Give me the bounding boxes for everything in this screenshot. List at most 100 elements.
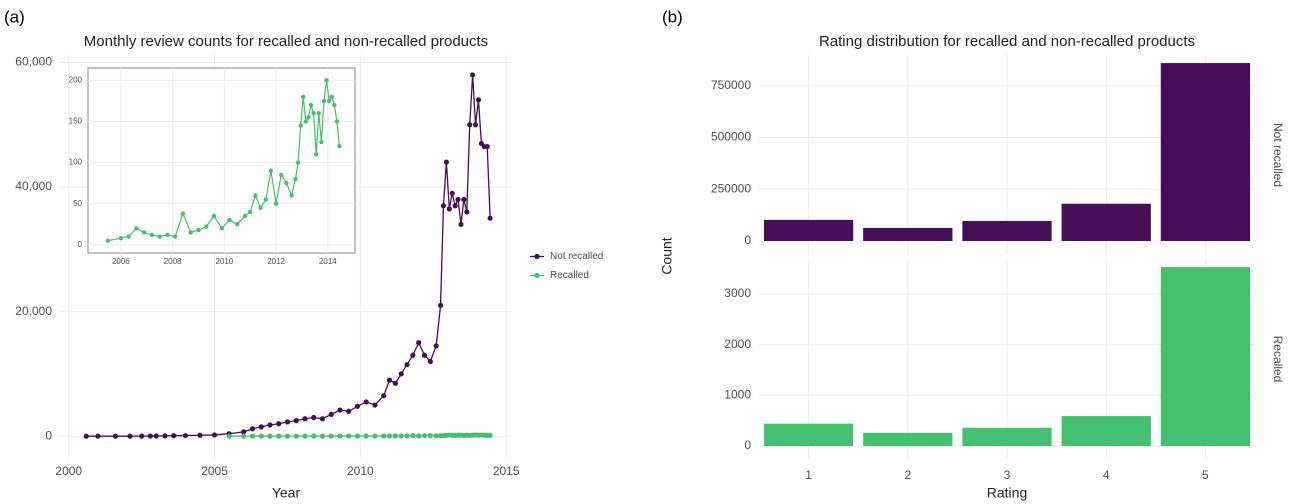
data-point (241, 429, 247, 435)
data-point (284, 433, 291, 439)
x-tick-label: 2015 (493, 464, 520, 478)
y-tick-label: 0 (45, 428, 52, 442)
facet-label: Recalled (1271, 336, 1285, 383)
data-point (273, 201, 279, 206)
data-point (427, 358, 433, 365)
data-point (404, 361, 410, 368)
data-point (127, 433, 133, 439)
y-tick-label: 200 (69, 75, 83, 84)
x-tick-label: 1 (805, 468, 812, 482)
x-tick-label: 2014 (319, 257, 337, 266)
data-point (248, 209, 253, 215)
data-point (392, 433, 398, 439)
data-point (321, 98, 327, 104)
bar (1160, 267, 1251, 446)
bar (763, 423, 854, 446)
data-point (105, 238, 111, 243)
x-tick-label: 2010 (215, 257, 233, 266)
x-tick-label: 3 (1004, 468, 1011, 482)
y-axis-title: Count (659, 237, 675, 274)
inset-frame (87, 67, 356, 254)
y-tick-label: 20,000 (15, 304, 52, 318)
data-point (427, 433, 433, 439)
data-point (139, 433, 145, 439)
data-point (293, 418, 299, 424)
data-point (311, 414, 317, 421)
data-point (334, 119, 340, 124)
data-point (452, 203, 458, 209)
data-point (433, 343, 439, 349)
data-point (162, 433, 168, 439)
legend-label: Recalled (550, 270, 589, 281)
data-point (118, 236, 124, 241)
data-point (211, 213, 217, 219)
data-point (464, 209, 470, 215)
data-point (295, 160, 301, 165)
data-point (303, 119, 309, 124)
x-tick-label: 2000 (55, 464, 82, 478)
data-point (279, 172, 284, 178)
data-point (484, 143, 490, 150)
data-point (302, 433, 308, 439)
data-point (157, 234, 162, 239)
x-tick-label: 2012 (267, 257, 285, 266)
data-point (171, 433, 177, 439)
data-point (268, 168, 274, 173)
data-point (328, 433, 334, 439)
data-point (165, 232, 170, 238)
data-point (329, 94, 334, 99)
bar (763, 219, 854, 241)
bar (863, 227, 953, 241)
bar (1160, 63, 1251, 241)
y-tick-label: 100 (69, 158, 83, 167)
data-point (188, 230, 193, 235)
y-tick-label: 250000 (711, 181, 751, 195)
data-point (363, 399, 369, 405)
y-tick-label: 0 (744, 233, 751, 247)
data-point (421, 352, 428, 358)
data-point (458, 221, 464, 228)
y-tick-label: 150 (69, 117, 83, 126)
bar (1061, 416, 1151, 446)
x-tick-label: 5 (1202, 468, 1209, 482)
data-point (461, 196, 467, 203)
data-point (416, 433, 422, 439)
data-point (372, 402, 378, 408)
data-point (311, 111, 316, 116)
data-point (308, 102, 314, 108)
data-point (381, 433, 387, 439)
data-point (386, 433, 393, 439)
facet-label: Not recalled (1271, 123, 1285, 187)
data-point (455, 196, 461, 203)
data-point (196, 227, 201, 233)
data-point (354, 403, 361, 409)
y-tick-label: 3000 (724, 286, 751, 300)
panel-label: (a) (4, 7, 25, 26)
data-point (319, 416, 326, 422)
data-point (149, 232, 155, 238)
data-point (263, 197, 268, 202)
data-point (302, 416, 308, 422)
data-point (475, 97, 482, 103)
data-point (487, 215, 493, 221)
y-tick-label: 2000 (724, 337, 751, 351)
data-point (363, 433, 369, 439)
data-point (301, 94, 306, 99)
data-point (346, 408, 352, 414)
data-point (398, 371, 404, 377)
data-point (440, 203, 447, 209)
data-point (337, 433, 343, 439)
data-point (284, 419, 291, 425)
y-tick-label: 50 (73, 199, 82, 208)
data-point (258, 205, 263, 210)
data-point (313, 152, 319, 157)
data-point (410, 433, 416, 439)
data-point (241, 433, 247, 439)
data-point (253, 193, 258, 198)
data-point (147, 433, 153, 439)
data-point (381, 393, 387, 399)
x-tick-label: 4 (1103, 468, 1110, 482)
data-point (180, 211, 186, 216)
data-point (153, 433, 159, 439)
data-point (311, 433, 317, 439)
